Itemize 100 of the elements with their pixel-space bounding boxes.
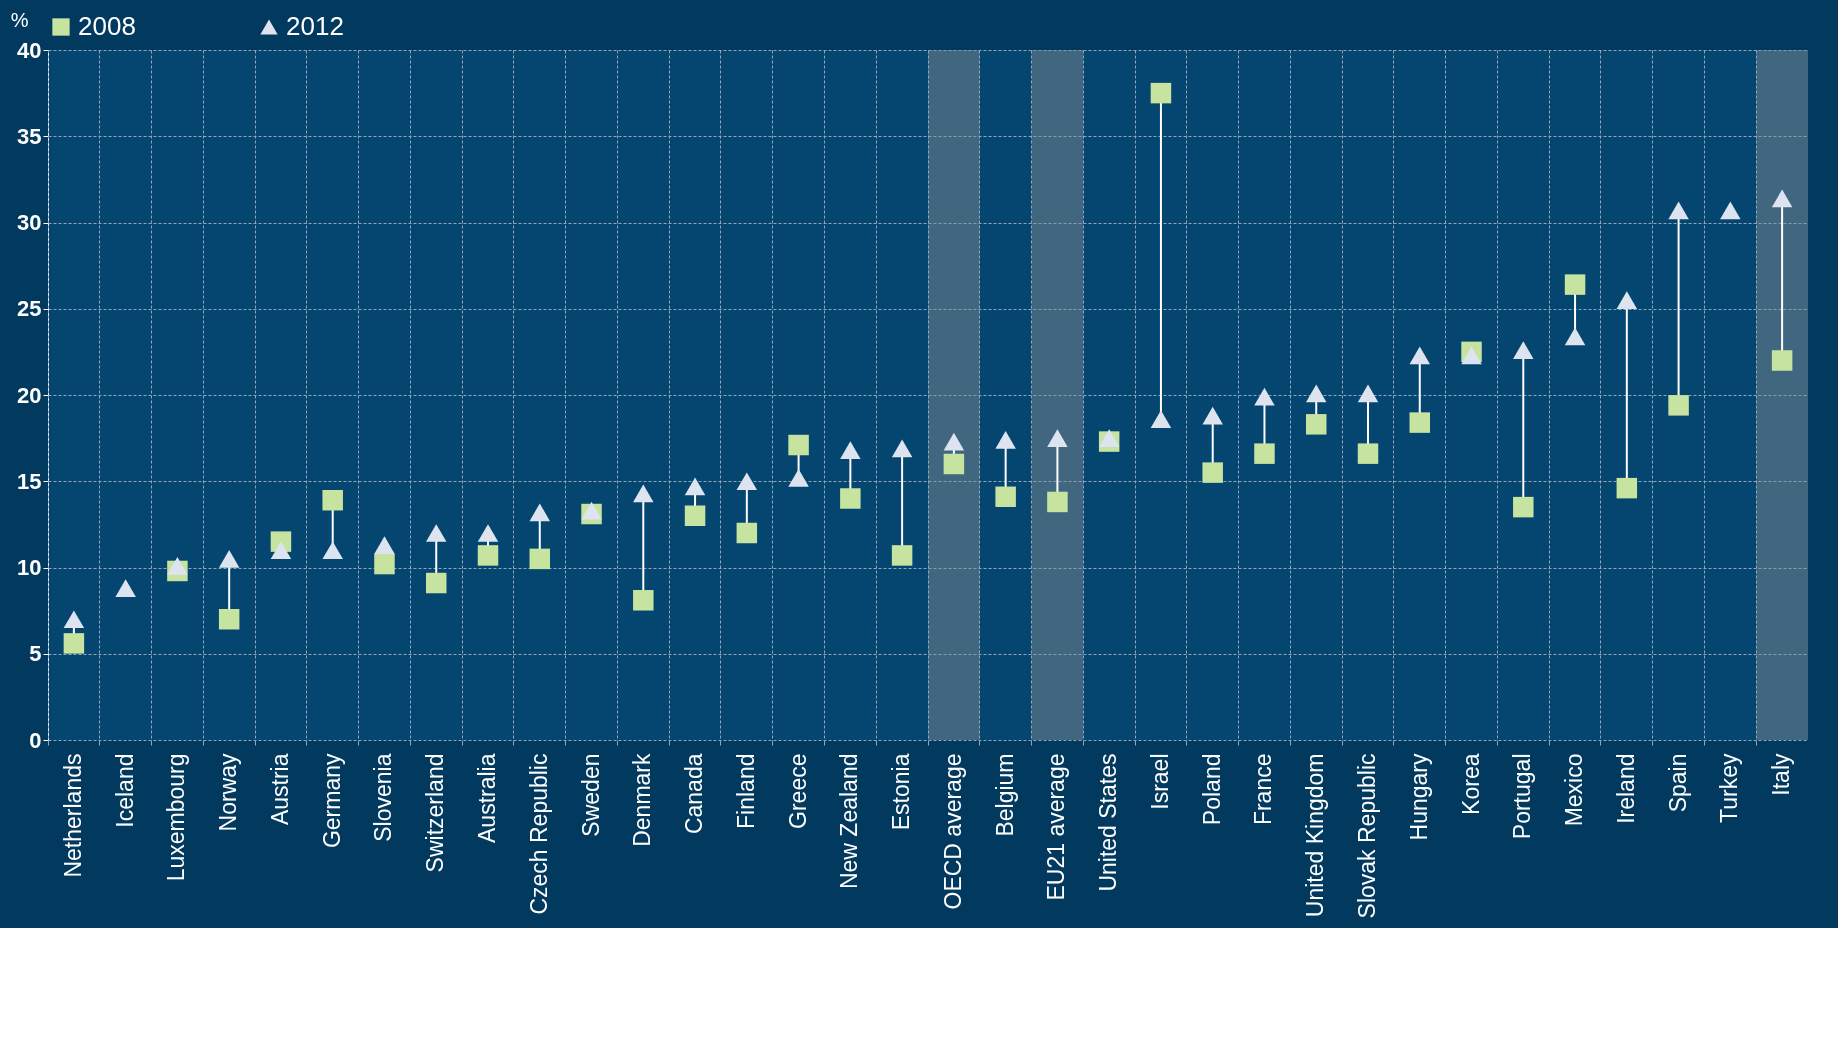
x-tick-label: Poland — [1198, 753, 1225, 826]
point — [425, 524, 447, 542]
point — [840, 441, 861, 460]
point — [684, 477, 706, 496]
point — [529, 503, 551, 522]
x-tick-label: Hungary — [1405, 753, 1432, 841]
point — [1098, 429, 1120, 447]
point — [1564, 327, 1586, 346]
x-tick-label: Portugal — [1509, 753, 1536, 840]
point — [1150, 82, 1172, 104]
point — [1513, 341, 1534, 360]
y-tick-label: 25 — [17, 296, 42, 322]
point — [788, 434, 809, 456]
point — [1047, 429, 1068, 447]
x-tick-label: Germany — [318, 753, 345, 849]
x-tick-label: Turkey — [1716, 753, 1743, 823]
point — [529, 548, 551, 570]
point — [1616, 477, 1638, 499]
y-tick-label: 20 — [17, 382, 42, 408]
x-tick-label: Slovak Republic — [1354, 753, 1380, 919]
point — [736, 472, 758, 491]
x-tick-label: OECD average — [939, 753, 966, 910]
point — [995, 430, 1016, 449]
point — [63, 610, 85, 629]
x-tick-label: Slovenia — [370, 753, 397, 842]
point — [943, 432, 965, 451]
point — [115, 579, 136, 598]
y-tick-label: 30 — [17, 210, 42, 235]
point — [1047, 491, 1068, 513]
point — [63, 633, 85, 654]
point — [1357, 384, 1379, 403]
point — [1305, 384, 1327, 403]
point — [995, 486, 1016, 508]
x-tick-label: Australia — [474, 753, 500, 843]
point — [1202, 462, 1223, 483]
point — [736, 522, 758, 544]
point — [943, 453, 965, 475]
x-tick-label: Mexico — [1561, 753, 1588, 827]
x-tick-label: United States — [1095, 753, 1122, 892]
x-tick-label: Italy — [1768, 753, 1795, 796]
x-tick-label: Switzerland — [422, 753, 449, 873]
legend-label: 2008 — [78, 11, 136, 41]
x-tick-label: Greece — [784, 753, 811, 829]
point — [477, 524, 499, 542]
x-tick-label: Canada — [681, 753, 708, 835]
x-tick-label: France — [1250, 753, 1277, 826]
x-tick-label: Finland — [732, 753, 759, 829]
x-tick-label: Norway — [215, 753, 242, 832]
y-tick-label: 5 — [29, 641, 42, 667]
point — [425, 572, 447, 594]
point — [633, 484, 654, 503]
point — [1150, 410, 1172, 429]
point — [1616, 291, 1638, 309]
point — [477, 545, 499, 566]
point — [322, 541, 343, 560]
point — [1305, 414, 1327, 435]
point — [374, 536, 395, 554]
x-tick-label: United Kingdom — [1302, 753, 1329, 918]
y-tick-label: 40 — [17, 37, 42, 63]
x-tick-label: Iceland — [111, 753, 138, 828]
point — [270, 541, 292, 560]
x-tick-label: Sweden — [577, 753, 604, 837]
point — [1254, 387, 1275, 406]
point — [218, 550, 240, 568]
legend-label: 2012 — [286, 11, 344, 41]
y-axis-title: % — [10, 8, 29, 31]
x-tick-label: Israel — [1146, 753, 1173, 810]
point — [218, 609, 240, 630]
point — [322, 489, 343, 511]
point — [891, 439, 913, 458]
point — [1564, 274, 1586, 295]
x-tick-label: Czech Republic — [525, 753, 552, 915]
point — [1254, 443, 1275, 464]
point — [1668, 395, 1689, 416]
point — [684, 505, 706, 526]
y-tick-label: 10 — [17, 555, 42, 580]
x-tick-label: Luxembourg — [163, 753, 190, 882]
x-tick-label: New Zealand — [836, 753, 863, 890]
x-tick-label: EU21 average — [1043, 753, 1070, 901]
point — [1513, 496, 1534, 518]
point — [374, 553, 395, 575]
x-tick-label: Netherlands — [59, 753, 86, 878]
point — [1771, 189, 1793, 208]
point — [1668, 201, 1689, 220]
point — [1771, 350, 1793, 371]
point — [1409, 412, 1431, 433]
x-tick-label: Denmark — [629, 753, 656, 847]
point — [891, 545, 913, 566]
y-tick-label: 15 — [17, 468, 42, 494]
y-tick-label: 35 — [17, 123, 42, 149]
x-tick-label: Belgium — [991, 753, 1018, 837]
x-tick-label: Estonia — [888, 753, 915, 831]
point — [840, 488, 861, 509]
x-tick-label: Spain — [1664, 753, 1691, 813]
point — [581, 501, 602, 520]
point — [1461, 346, 1482, 365]
x-tick-label: Ireland — [1612, 753, 1639, 824]
point — [1409, 346, 1431, 365]
point — [1720, 201, 1741, 220]
point — [633, 590, 654, 611]
